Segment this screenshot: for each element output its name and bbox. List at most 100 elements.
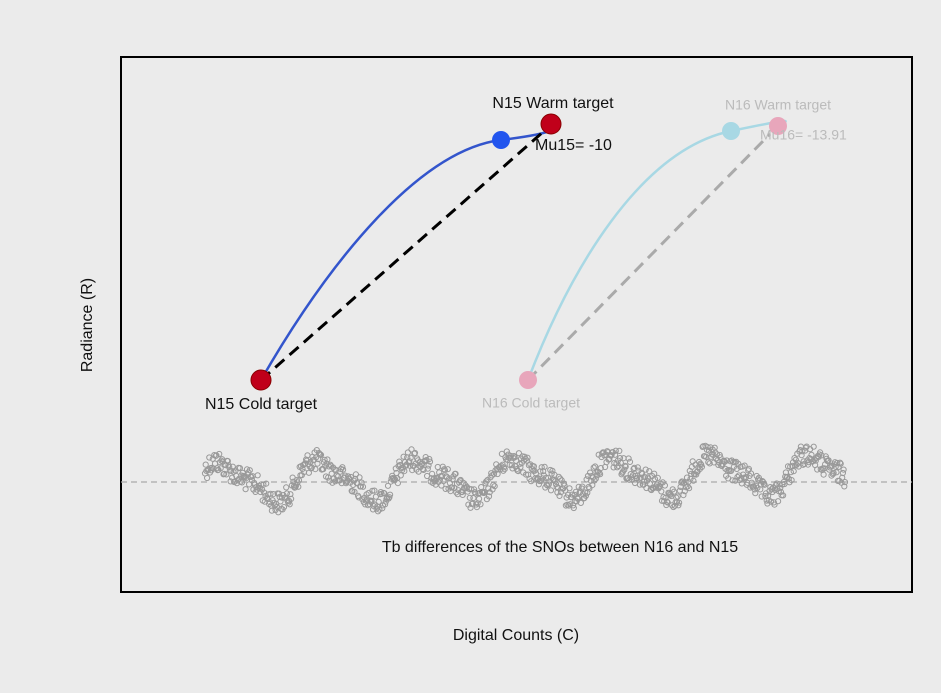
- scatter-dot: [741, 462, 748, 469]
- scatter-dot: [817, 449, 824, 456]
- scatter-dot: [525, 471, 532, 478]
- scatter-dot: [223, 471, 230, 478]
- scatter-dot: [359, 483, 367, 490]
- scatter-dot: [591, 477, 598, 484]
- scatter-dot: [834, 459, 841, 467]
- scatter-dot: [541, 463, 548, 470]
- scatter-dot: [452, 470, 459, 477]
- scatter-dot: [246, 467, 253, 474]
- scatter-dot: [477, 501, 484, 508]
- scatter-dot: [837, 460, 844, 467]
- scatter-dot: [840, 466, 847, 473]
- scatter-dot: [830, 469, 837, 477]
- scatter-dot: [254, 472, 261, 479]
- n16-mid-point: [722, 122, 740, 140]
- scatter-dot: [675, 502, 682, 509]
- scatter-dot: [472, 490, 479, 497]
- scatter-dot: [394, 480, 401, 487]
- scatter-dot: [820, 471, 827, 478]
- scatter-dot: [617, 459, 624, 466]
- scatter-dot: [622, 463, 629, 470]
- scatter-dot: [217, 465, 224, 472]
- scatter-dot: [424, 465, 431, 472]
- scatter-dot: [483, 478, 490, 485]
- scatter-dot: [490, 481, 497, 488]
- scatter-dot: [590, 464, 597, 471]
- scatter-dot: [686, 485, 693, 492]
- n15-warm-point: [540, 113, 562, 135]
- scatter-dot: [339, 464, 346, 471]
- scatter-dot: [761, 481, 768, 488]
- scatter-dot: [641, 478, 648, 485]
- scatter-dot: [646, 480, 654, 487]
- scatter-dot: [376, 506, 383, 513]
- scatter-dot: [308, 464, 315, 471]
- scatter-dot: [566, 485, 573, 492]
- scatter-dot: [404, 449, 411, 456]
- scatter-dot: [356, 474, 363, 481]
- scatter-dot: [537, 468, 544, 475]
- scatter-dot: [547, 487, 555, 494]
- scatter-dot: [280, 504, 288, 511]
- scatter-dot: [224, 458, 231, 465]
- scatter-dot: [231, 478, 238, 486]
- scatter-dot: [449, 476, 456, 483]
- scatter-dot: [592, 475, 599, 482]
- n16-warm-label: N16 Warm target: [725, 97, 831, 113]
- scatter-dot: [760, 480, 767, 487]
- scatter-dot: [382, 501, 389, 508]
- scatter-dot: [367, 498, 374, 505]
- scatter-dot: [747, 470, 755, 477]
- scatter-dot: [621, 466, 628, 473]
- scatter-dot: [314, 460, 321, 467]
- scatter-dot: [299, 465, 306, 472]
- scatter-dot: [267, 490, 274, 497]
- scatter-dot: [755, 474, 763, 481]
- scatter-dot: [202, 461, 209, 468]
- plot-frame: [120, 56, 913, 593]
- scatter-dot: [288, 495, 295, 502]
- scatter-dot: [238, 479, 246, 486]
- scatter-dot: [583, 476, 590, 483]
- scatter-dot: [538, 464, 545, 471]
- scatter-dot: [351, 488, 358, 495]
- scatter-dot: [697, 460, 704, 467]
- scatter-dot: [441, 467, 448, 474]
- scatter-dot: [577, 499, 585, 506]
- scatter-dot: [636, 475, 643, 482]
- scatter-dot: [798, 452, 805, 459]
- scatter-dot: [371, 487, 378, 494]
- scatter-dot: [764, 500, 771, 507]
- mu16-label: Mu16= -13.91: [760, 127, 847, 143]
- scatter-dot: [515, 450, 523, 457]
- scatter-dot: [557, 475, 564, 482]
- scatter-dot: [597, 465, 604, 472]
- scatter-dot: [818, 452, 825, 459]
- scatter-dot: [684, 483, 691, 490]
- scatter-dot: [673, 494, 680, 501]
- scatter-dot: [386, 494, 393, 501]
- scatter-dot: [841, 483, 848, 490]
- n15-warm-label: N15 Warm target: [492, 95, 614, 112]
- scatter-dot: [570, 504, 577, 512]
- scatter-dot: [283, 490, 290, 497]
- scatter-dot: [681, 488, 688, 495]
- scatter-dot: [411, 450, 418, 457]
- scatter-dot: [406, 458, 413, 465]
- scatter-dot: [384, 482, 392, 489]
- scatter-dot: [825, 457, 832, 464]
- n15-cold-point: [250, 369, 272, 391]
- scatter-dot: [633, 474, 640, 481]
- y-axis-label: Radiance (R): [79, 278, 96, 372]
- scatter-dot: [440, 478, 447, 485]
- scatter-dot: [481, 489, 488, 496]
- scatter-dot: [658, 488, 665, 495]
- scatter-dot: [498, 450, 505, 457]
- scatter-dot: [260, 481, 267, 488]
- scatter-dot: [375, 498, 382, 505]
- scatter-dot: [626, 458, 634, 465]
- scatter-dot: [587, 469, 594, 476]
- scatter-dot: [546, 478, 553, 485]
- scatter-dot: [426, 455, 433, 463]
